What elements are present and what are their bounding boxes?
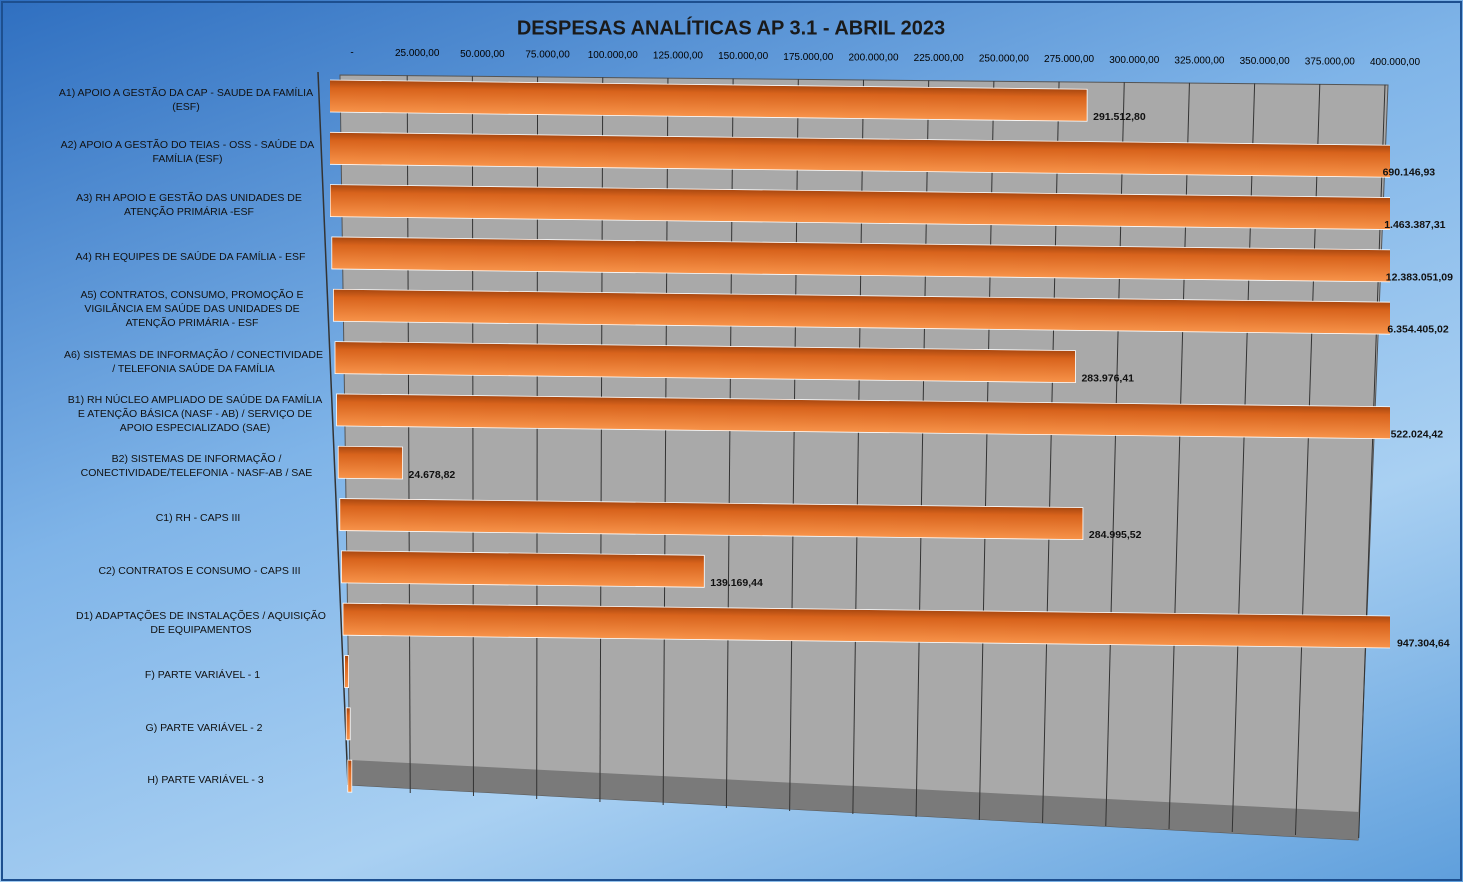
- y-tick-label: F) PARTE VARIÁVEL - 1: [144, 669, 261, 682]
- x-tick-label: 125.000,00: [653, 51, 703, 62]
- y-tick-label: C1) RH - CAPS III: [155, 512, 241, 525]
- x-tick-label: 25.000,00: [395, 48, 440, 59]
- data-label: 283.976,41: [1081, 372, 1134, 384]
- bar: [331, 236, 1390, 664]
- x-tick-label: 300.000,00: [1109, 55, 1159, 66]
- x-tick-label: 400.000,00: [1370, 57, 1420, 68]
- bar: [332, 288, 1390, 525]
- data-label: 12.383.051,09: [1386, 271, 1453, 283]
- bar: [330, 131, 1390, 187]
- data-label: 1.463.387,31: [1384, 219, 1445, 231]
- bar: [345, 707, 351, 741]
- data-label: 24.678,82: [409, 469, 456, 481]
- x-tick-label: 275.000,00: [1044, 54, 1094, 65]
- data-label: 284.995,52: [1089, 529, 1142, 541]
- x-tick-label: 200.000,00: [848, 52, 898, 63]
- bars: [330, 79, 1390, 793]
- x-tick-label: 375.000,00: [1305, 57, 1355, 68]
- bar: [336, 393, 1390, 443]
- y-tick-label: A6) SISTEMAS DE INFORMAÇÃO / CONECTIVIDA…: [63, 348, 324, 375]
- y-tick-label: A3) RH APOIO E GESTÃO DAS UNIDADES DE AT…: [76, 191, 302, 218]
- chart-title: DESPESAS ANALÍTICAS AP 3.1 - ABRIL 2023: [517, 16, 945, 39]
- data-label: 522.024,42: [1391, 428, 1444, 440]
- bar: [337, 445, 403, 480]
- y-tick-label: A2) APOIO A GESTÃO DO TEIAS - OSS - SAÚD…: [60, 139, 315, 166]
- x-tick-label: 325.000,00: [1174, 55, 1224, 66]
- data-label: 291.512,80: [1093, 111, 1146, 123]
- x-tick-label: 225.000,00: [914, 53, 964, 64]
- x-tick-label: 150.000,00: [718, 51, 768, 62]
- bar: [340, 550, 705, 588]
- data-label: 6.354.405,02: [1387, 324, 1448, 336]
- y-tick-label: G) PARTE VARIÁVEL - 2: [145, 721, 263, 734]
- y-tick-label: H) PARTE VARIÁVEL - 3: [147, 773, 264, 786]
- bar: [347, 759, 353, 793]
- y-tick-label: A1) APOIO A GESTÃO DA CAP - SAUDE DA FAM…: [58, 87, 314, 113]
- bar: [339, 498, 1084, 541]
- x-tick-label: 175.000,00: [783, 52, 833, 63]
- x-tick-label: -: [350, 48, 353, 59]
- y-tick-label: C2) CONTRATOS E CONSUMO - CAPS III: [98, 564, 301, 577]
- y-axis: [317, 71, 349, 786]
- x-tick-label: 250.000,00: [979, 54, 1029, 65]
- y-tick-label: B2) SISTEMAS DE INFORMAÇÃO / CONECTIVIDA…: [80, 453, 313, 480]
- y-tick-label: B1) RH NÚCLEO AMPLIADO DE SAÚDE DA FAMÍL…: [67, 393, 323, 434]
- plot-floor: [350, 760, 1360, 840]
- bar: [330, 184, 1390, 264]
- x-tick-label: 100.000,00: [588, 50, 638, 61]
- bar: [344, 655, 350, 688]
- x-tick-label: 50.000,00: [460, 49, 505, 60]
- data-label: 690.146,93: [1383, 167, 1436, 179]
- x-tick-label: 75.000,00: [525, 49, 570, 60]
- data-label: 139.169,44: [710, 577, 763, 589]
- y-tick-label: A4) RH EQUIPES DE SAÚDE DA FAMÍLIA - ESF: [75, 250, 306, 263]
- x-tick-label: 350.000,00: [1240, 56, 1290, 67]
- y-tick-label: D1) ADAPTAÇÕES DE INSTALAÇÕES / AQUISIÇÃ…: [76, 610, 326, 636]
- y-tick-label: A5) CONTRATOS, CONSUMO, PROMOÇÃO E VIGIL…: [80, 289, 304, 330]
- bar: [330, 79, 1088, 122]
- bar: [342, 602, 1390, 666]
- data-label: 947.304,64: [1397, 638, 1450, 650]
- bar: [334, 341, 1076, 384]
